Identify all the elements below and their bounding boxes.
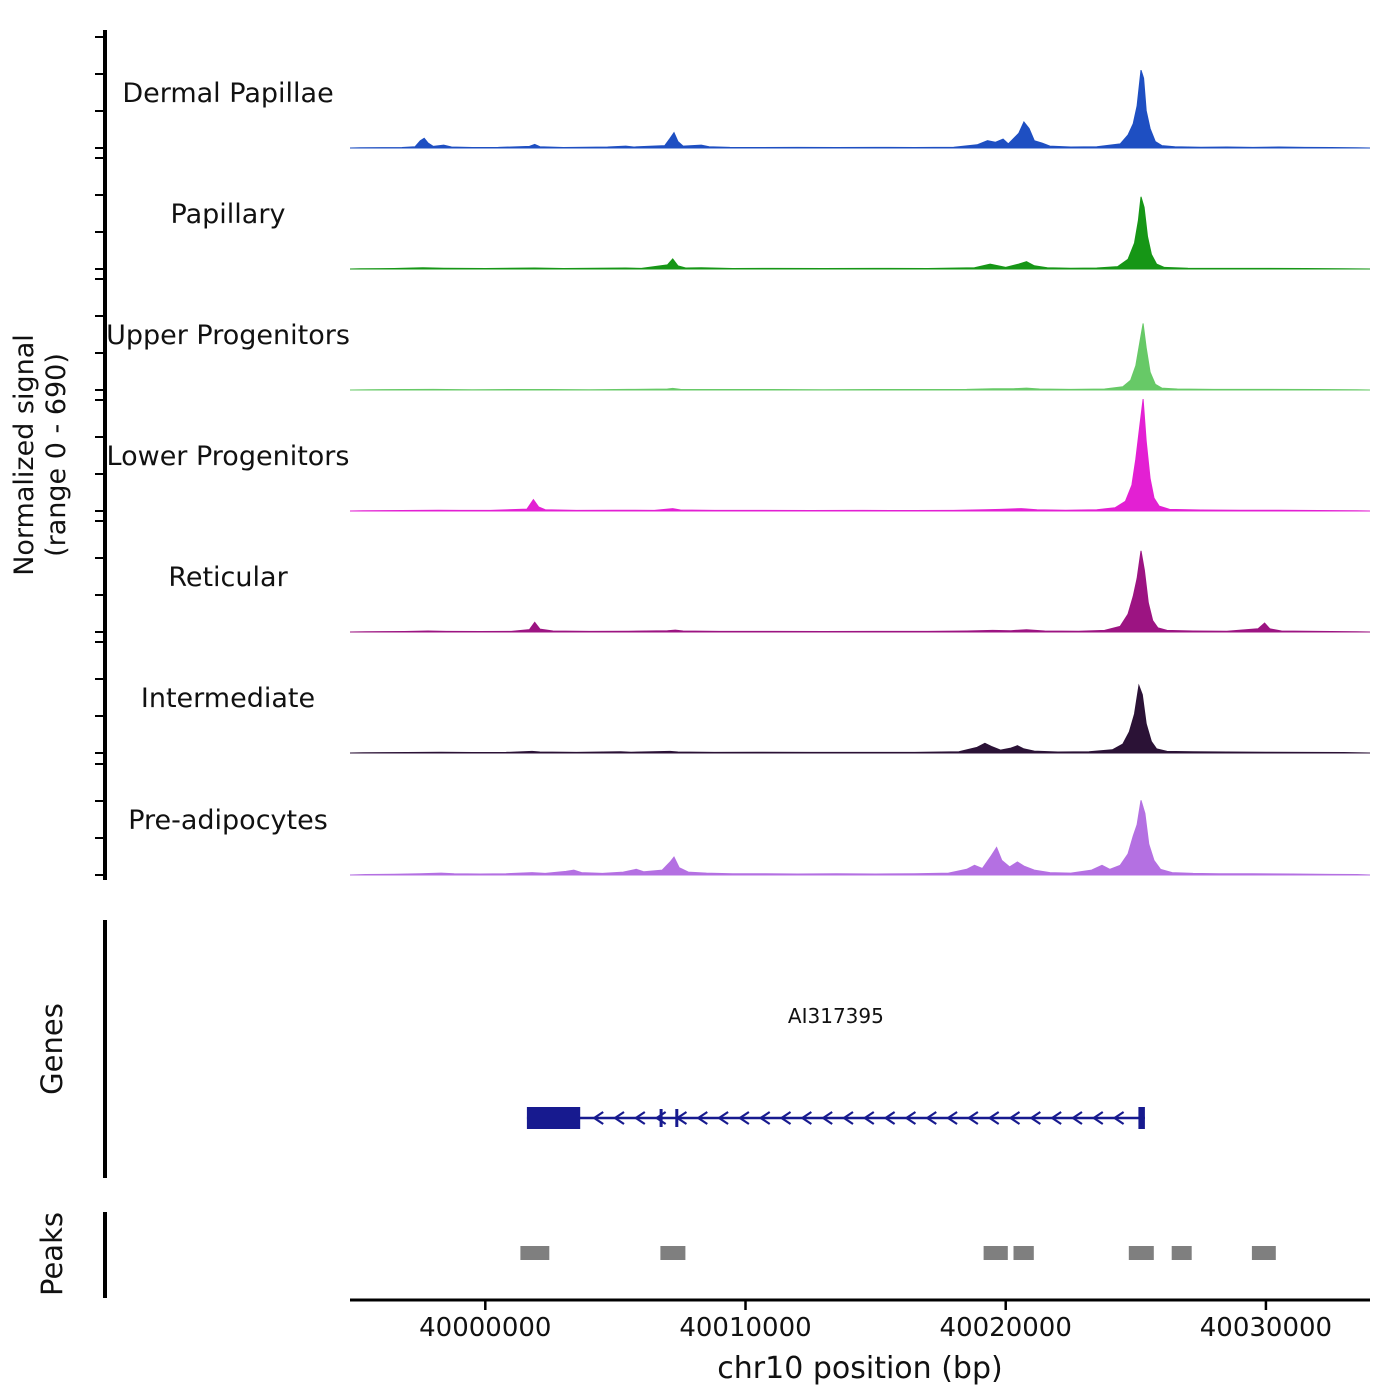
x-tick-label: 40010000	[679, 1313, 811, 1343]
gene-exon-tick	[675, 1109, 679, 1127]
peak-interval-box	[1013, 1246, 1034, 1260]
strand-arrow	[1050, 1111, 1062, 1125]
track-label: Lower Progenitors	[107, 441, 350, 472]
signal-track-pre-adipocytes: Pre-adipocytes	[128, 800, 1371, 876]
track-label: Intermediate	[141, 683, 315, 714]
strand-arrow	[1112, 1111, 1125, 1125]
strand-arrow	[800, 1111, 812, 1125]
strand-arrow	[862, 1111, 875, 1125]
strand-arrow	[966, 1111, 979, 1125]
signal-area	[349, 683, 1371, 754]
gene-name-label: AI317395	[788, 1004, 884, 1028]
gene-exon-block	[1138, 1107, 1145, 1129]
gene-exon-tick	[659, 1109, 663, 1127]
genes-track: Genes AI317395	[35, 920, 1145, 1178]
signal-track-lower-progenitors: Lower Progenitors	[107, 398, 1371, 512]
strand-arrow	[904, 1111, 917, 1125]
peak-interval-box	[1171, 1246, 1192, 1260]
strand-arrow	[696, 1111, 708, 1125]
track-label: Papillary	[171, 199, 286, 230]
strand-arrow	[987, 1111, 1000, 1125]
signal-area	[349, 323, 1371, 391]
track-label: Pre-adipocytes	[128, 805, 328, 836]
strand-arrow	[1091, 1111, 1104, 1125]
strand-arrow	[633, 1111, 646, 1125]
signal-area	[349, 800, 1371, 876]
signal-track-upper-progenitors: Upper Progenitors	[106, 320, 1371, 391]
strand-arrow	[1029, 1111, 1041, 1125]
strand-arrow	[925, 1111, 937, 1125]
strand-arrow	[821, 1111, 833, 1125]
x-axis-title: chr10 position (bp)	[717, 1351, 1002, 1386]
signal-track-intermediate: Intermediate	[141, 683, 1371, 754]
y-axis-label: Normalized signal(range 0 - 690)	[9, 334, 72, 576]
track-label: Dermal Papillae	[122, 78, 333, 109]
peaks-section-label: Peaks	[35, 1212, 69, 1296]
peak-interval-box	[1251, 1246, 1276, 1260]
x-tick-label: 40000000	[419, 1313, 551, 1343]
peaks-track: Peaks	[35, 1212, 1276, 1298]
peak-interval-box	[520, 1246, 550, 1260]
strand-arrow	[758, 1111, 771, 1125]
strand-arrow	[654, 1111, 667, 1125]
peak-interval-box	[1128, 1246, 1154, 1260]
x-tick-label: 40020000	[940, 1313, 1072, 1343]
strand-arrow	[613, 1111, 625, 1125]
peak-interval-box	[660, 1246, 686, 1260]
strand-arrow	[779, 1111, 792, 1125]
signal-area	[349, 196, 1371, 270]
signal-area	[349, 69, 1371, 149]
strand-arrow	[1008, 1111, 1021, 1125]
strand-arrow	[842, 1111, 854, 1125]
signal-area	[349, 398, 1371, 512]
track-label: Reticular	[168, 562, 288, 593]
gene-exon-block	[526, 1107, 581, 1129]
strand-arrow	[946, 1111, 958, 1125]
strand-arrow	[592, 1111, 604, 1125]
x-axis: 40000000 40010000 40020000 40030000 chr10 po…	[350, 1298, 1370, 1386]
strand-arrow	[737, 1111, 750, 1125]
signal-track-dermal-papillae: Dermal Papillae	[122, 69, 1371, 149]
strand-arrow	[1070, 1111, 1083, 1125]
genes-section-label: Genes	[35, 1003, 69, 1095]
peak-interval-box	[983, 1246, 1008, 1260]
y-axis-signal: Normalized signal(range 0 - 690)	[9, 30, 107, 880]
track-label: Upper Progenitors	[106, 320, 350, 351]
strand-arrow	[717, 1111, 729, 1125]
signal-track-reticular: Reticular	[168, 550, 1371, 633]
strand-arrow	[883, 1111, 896, 1125]
signal-area	[349, 550, 1371, 633]
x-tick-label: 40030000	[1200, 1313, 1332, 1343]
signal-track-papillary: Papillary	[171, 196, 1371, 270]
